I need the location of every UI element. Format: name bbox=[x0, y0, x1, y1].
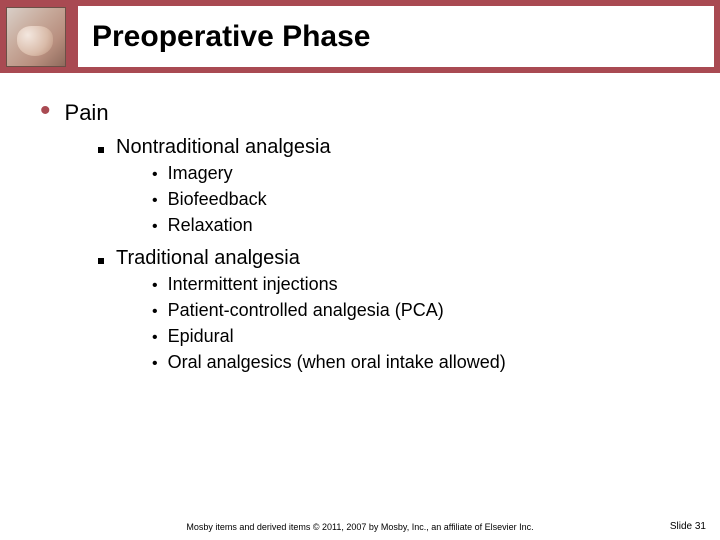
bullet-level2: Traditional analgesia bbox=[98, 247, 690, 270]
level3-text: Intermittent injections bbox=[168, 274, 338, 295]
dot-bullet-icon: • bbox=[152, 217, 158, 237]
footer-copyright: Mosby items and derived items © 2011, 20… bbox=[0, 522, 720, 532]
dot-bullet-icon: • bbox=[152, 302, 158, 322]
bullet-level3: • Imagery bbox=[152, 163, 690, 185]
content-area: • Pain Nontraditional analgesia • Imager… bbox=[40, 100, 690, 374]
level3-text: Patient-controlled analgesia (PCA) bbox=[168, 300, 444, 321]
title-panel: Preoperative Phase bbox=[78, 6, 714, 67]
level3-text: Epidural bbox=[168, 326, 234, 347]
thumbnail-image bbox=[6, 7, 66, 67]
square-bullet-icon bbox=[98, 258, 104, 264]
level3-text: Relaxation bbox=[168, 215, 253, 236]
bullet-level3: • Epidural bbox=[152, 326, 690, 348]
bullet-level3: • Oral analgesics (when oral intake allo… bbox=[152, 352, 690, 374]
dot-bullet-icon: • bbox=[152, 276, 158, 296]
slide-number: Slide 31 bbox=[670, 521, 706, 532]
slide: Preoperative Phase • Pain Nontraditional… bbox=[0, 0, 720, 540]
slide-title: Preoperative Phase bbox=[92, 20, 370, 54]
bullet-level1: • Pain bbox=[40, 100, 690, 126]
level3-text: Imagery bbox=[168, 163, 233, 184]
dot-bullet-icon: • bbox=[152, 165, 158, 185]
level3-text: Biofeedback bbox=[168, 189, 267, 210]
disc-bullet-icon: • bbox=[40, 101, 51, 121]
level1-text: Pain bbox=[65, 100, 109, 126]
header-bar: Preoperative Phase bbox=[0, 0, 720, 73]
bullet-level3: • Intermittent injections bbox=[152, 274, 690, 296]
dot-bullet-icon: • bbox=[152, 191, 158, 211]
square-bullet-icon bbox=[98, 147, 104, 153]
bullet-level3: • Patient-controlled analgesia (PCA) bbox=[152, 300, 690, 322]
bullet-level3: • Relaxation bbox=[152, 215, 690, 237]
bullet-level3: • Biofeedback bbox=[152, 189, 690, 211]
level2-text: Traditional analgesia bbox=[116, 247, 300, 270]
level2-text: Nontraditional analgesia bbox=[116, 136, 331, 159]
dot-bullet-icon: • bbox=[152, 328, 158, 348]
bullet-level2: Nontraditional analgesia bbox=[98, 136, 690, 159]
dot-bullet-icon: • bbox=[152, 354, 158, 374]
level3-text: Oral analgesics (when oral intake allowe… bbox=[168, 352, 506, 373]
